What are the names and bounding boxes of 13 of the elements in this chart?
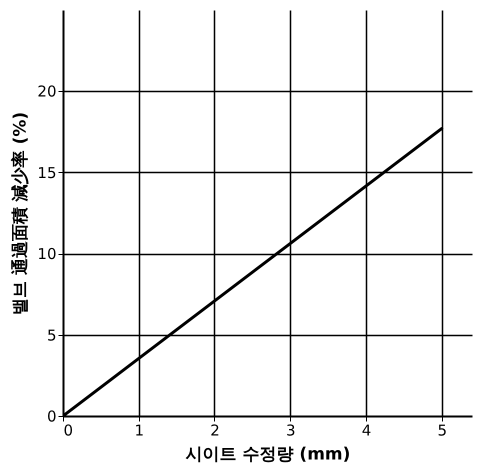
x-tick-label: 4 — [362, 422, 372, 440]
y-tick-label: 5 — [46, 326, 56, 344]
x-tick-label: 3 — [286, 422, 296, 440]
x-tick-label: 2 — [210, 422, 220, 440]
x-axis-title: 시이트 수정량 (mm) — [186, 444, 350, 464]
y-tick-label: 0 — [46, 408, 56, 426]
x-tick-label: 5 — [437, 422, 447, 440]
x-tick-label: 0 — [64, 422, 74, 440]
y-tick-label: 10 — [37, 245, 56, 264]
y-tick-label: 20 — [37, 82, 56, 101]
y-axis-title: 밸브 通過面積 減少率 (%) — [10, 112, 30, 316]
x-tick-label: 1 — [134, 422, 144, 440]
y-tick-label: 15 — [37, 164, 56, 182]
